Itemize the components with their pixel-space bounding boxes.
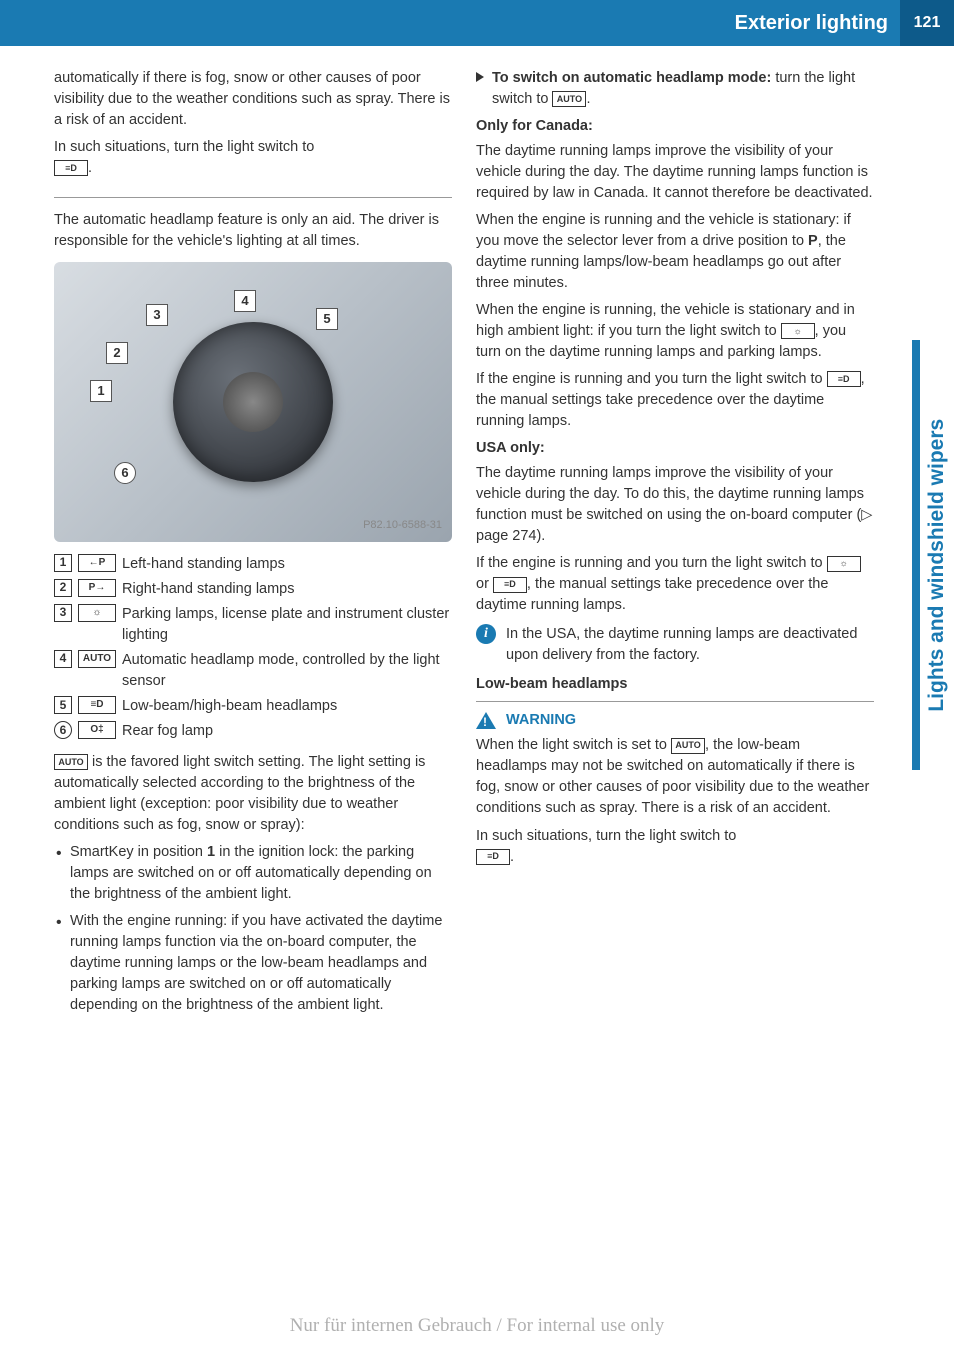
usa-p2: If the engine is running and you turn th…	[476, 553, 874, 616]
figure-caption: P82.10-6588-31	[363, 518, 442, 534]
lowbeam-icon: ≡D	[827, 371, 861, 387]
side-tab: Lights and windshield wipers	[912, 340, 954, 770]
header-bar: Exterior lighting 121	[0, 0, 954, 46]
content-columns: automatically if there is fog, snow or o…	[0, 46, 954, 1022]
lowbeam-icon: ≡D	[493, 577, 527, 593]
auto-icon: AUTO	[78, 650, 116, 668]
warning-p1: When the light switch is set to AUTO, th…	[476, 735, 874, 819]
parking-lamps-icon: ☼	[78, 604, 116, 622]
parking-lamps-icon: ☼	[781, 323, 815, 339]
legend-num: 2	[54, 579, 72, 597]
callout-3: 3	[146, 304, 168, 326]
canada-head: Only for Canada:	[476, 116, 874, 137]
triangle-icon	[476, 72, 484, 82]
legend: 1 ←P Left-hand standing lamps 2 P→ Right…	[54, 554, 452, 742]
parking-lamps-icon: ☼	[827, 556, 861, 572]
legend-num: 4	[54, 650, 72, 668]
legend-text: Rear fog lamp	[122, 721, 452, 742]
right-parking-icon: P→	[78, 579, 116, 597]
legend-num: 5	[54, 696, 72, 714]
light-switch-figure: 1 2 3 4 5 6 P82.10-6588-31	[54, 262, 452, 542]
dial	[173, 322, 333, 482]
legend-row-4: 4 AUTO Automatic headlamp mode, controll…	[54, 650, 452, 692]
instruction-text: To switch on automatic headlamp mode: tu…	[492, 68, 874, 110]
canada-p1: The daytime running lamps improve the vi…	[476, 141, 874, 204]
canada-p4: If the engine is running and you turn th…	[476, 369, 874, 432]
info-note: i In the USA, the daytime running lamps …	[476, 624, 874, 666]
legend-num: 1	[54, 554, 72, 572]
left-column: automatically if there is fog, snow or o…	[54, 68, 452, 1022]
legend-row-5: 5 ≡D Low-beam/high-beam headlamps	[54, 696, 452, 717]
info-text: In the USA, the daytime running lamps ar…	[506, 624, 874, 666]
legend-row-1: 1 ←P Left-hand standing lamps	[54, 554, 452, 575]
lowbeam-icon: ≡D	[476, 849, 510, 865]
warning-heading: WARNING	[476, 710, 874, 731]
auto-favored-p: AUTO is the favored light switch setting…	[54, 752, 452, 836]
rear-fog-icon: O‡	[78, 721, 116, 739]
dial-center	[223, 372, 283, 432]
page-number: 121	[900, 0, 954, 46]
auto-icon: AUTO	[671, 738, 705, 754]
auto-icon: AUTO	[54, 754, 88, 770]
info-icon: i	[476, 624, 496, 644]
warning-p2: In such situations, turn the light switc…	[476, 826, 874, 868]
left-parking-icon: ←P	[78, 554, 116, 572]
lowbeam-head: Low-beam headlamps	[476, 674, 874, 695]
canada-p3: When the engine is running, the vehicle …	[476, 300, 874, 363]
callout-1: 1	[90, 380, 112, 402]
warning-continuation-box: automatically if there is fog, snow or o…	[54, 68, 452, 198]
side-tab-text: Lights and windshield wipers	[922, 419, 952, 712]
bullet-2: With the engine running: if you have act…	[54, 911, 452, 1016]
auto-icon: AUTO	[552, 91, 586, 107]
warning-box: WARNING When the light switch is set to …	[476, 701, 874, 867]
warn-cont-p2: In such situations, turn the light switc…	[54, 137, 452, 179]
callout-4: 4	[234, 290, 256, 312]
legend-text: Left-hand standing lamps	[122, 554, 452, 575]
legend-row-3: 3 ☼ Parking lamps, license plate and ins…	[54, 604, 452, 646]
usa-head: USA only:	[476, 438, 874, 459]
callout-5: 5	[316, 308, 338, 330]
legend-text: Parking lamps, license plate and instrum…	[122, 604, 452, 646]
auto-bullets: SmartKey in position 1 in the ignition l…	[54, 842, 452, 1016]
header-title: Exterior lighting	[735, 9, 888, 38]
switch-auto-instruction: To switch on automatic headlamp mode: tu…	[476, 68, 874, 110]
legend-row-2: 2 P→ Right-hand standing lamps	[54, 579, 452, 600]
callout-2: 2	[106, 342, 128, 364]
legend-row-6: 6 O‡ Rear fog lamp	[54, 721, 452, 742]
footer-watermark: Nur für internen Gebrauch / For internal…	[0, 1312, 954, 1340]
headlamp-aid-p: The automatic headlamp feature is only a…	[54, 210, 452, 252]
legend-text: Automatic headlamp mode, controlled by t…	[122, 650, 452, 692]
callout-6: 6	[114, 462, 136, 484]
legend-num: 3	[54, 604, 72, 622]
legend-text: Right-hand standing lamps	[122, 579, 452, 600]
legend-num: 6	[54, 721, 72, 739]
lowbeam-icon: ≡D	[78, 696, 116, 714]
lowbeam-icon: ≡D	[54, 160, 88, 176]
usa-p1: The daytime running lamps improve the vi…	[476, 463, 874, 547]
legend-text: Low-beam/high-beam headlamps	[122, 696, 452, 717]
canada-p2: When the engine is running and the vehic…	[476, 210, 874, 294]
warning-triangle-icon	[476, 712, 496, 729]
bullet-1: SmartKey in position 1 in the ignition l…	[54, 842, 452, 905]
page: Exterior lighting 121 Lights and windshi…	[0, 0, 954, 1354]
warn-cont-p1: automatically if there is fog, snow or o…	[54, 68, 452, 131]
warning-label: WARNING	[506, 710, 576, 731]
right-column: To switch on automatic headlamp mode: tu…	[476, 68, 874, 1022]
